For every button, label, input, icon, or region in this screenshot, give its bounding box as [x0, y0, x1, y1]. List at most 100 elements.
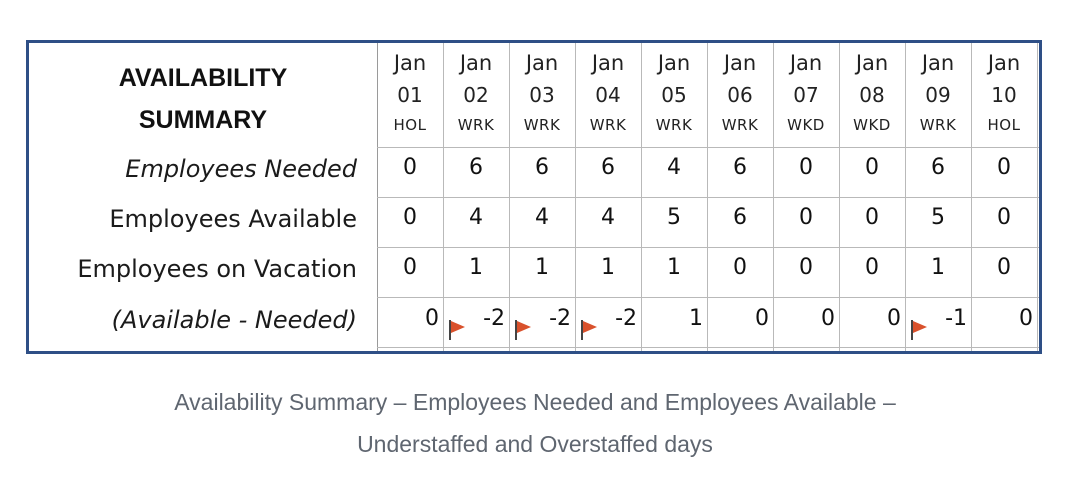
cell-value: -2 — [549, 306, 571, 331]
cell-difference: -2 — [575, 306, 641, 340]
cell-vacation: 1 — [905, 255, 971, 280]
cell-value: 1 — [469, 255, 483, 280]
date-header-day: 05 — [661, 83, 687, 107]
red-flag-icon — [515, 320, 531, 340]
cell-value: 0 — [799, 205, 813, 230]
cell-value: 1 — [931, 255, 945, 280]
cell-value: 6 — [469, 155, 483, 180]
red-flag-icon — [911, 320, 927, 340]
cell-vacation: 1 — [443, 255, 509, 280]
date-header-month: Jan — [987, 51, 1021, 75]
cell-value: 0 — [799, 255, 813, 280]
cell-value: 0 — [865, 155, 879, 180]
cell-value: 0 — [865, 205, 879, 230]
flag-pole — [515, 320, 517, 340]
cell-value: 1 — [667, 255, 681, 280]
cell-value: 0 — [821, 306, 835, 331]
cell-vacation: 1 — [509, 255, 575, 280]
date-header-day: 03 — [529, 83, 555, 107]
date-column-header: Jan 05 WRK — [641, 47, 707, 139]
cell-value: 4 — [601, 205, 615, 230]
date-header-day: 08 — [859, 83, 885, 107]
cell-value: 0 — [997, 255, 1011, 280]
cell-value: 0 — [799, 155, 813, 180]
row-label-employees-needed: Employees Needed — [125, 155, 357, 183]
date-column-header: Jan 10 HOL — [971, 47, 1037, 139]
date-column-header: Jan 04 WRK — [575, 47, 641, 139]
cell-available: 0 — [971, 205, 1037, 230]
red-flag-icon — [581, 320, 597, 340]
availability-summary-table: AVAILABILITY SUMMARY Employees Needed Em… — [26, 40, 1042, 354]
cell-difference: 0 — [971, 306, 1037, 331]
cell-value: 4 — [535, 205, 549, 230]
cell-difference: -2 — [443, 306, 509, 340]
cell-needed: 0 — [773, 155, 839, 180]
date-header-month: Jan — [723, 51, 757, 75]
cell-value: -1 — [945, 306, 967, 331]
cell-value: 0 — [403, 155, 417, 180]
date-column-header: Jan 08 WKD — [839, 47, 905, 139]
flag-cloth — [913, 321, 927, 333]
cell-vacation: 0 — [839, 255, 905, 280]
cell-value: 6 — [733, 155, 747, 180]
cell-value: 4 — [469, 205, 483, 230]
cell-difference: -1 — [905, 306, 971, 340]
cell-value: -2 — [483, 306, 505, 331]
cell-vacation: 0 — [707, 255, 773, 280]
cell-needed: 0 — [971, 155, 1037, 180]
figure-caption-line-1: Availability Summary – Employees Needed … — [174, 389, 896, 415]
date-header-month: Jan — [657, 51, 691, 75]
cell-available: 4 — [509, 205, 575, 230]
grid-line-horizontal — [377, 347, 1039, 348]
cell-value: 0 — [997, 155, 1011, 180]
red-flag-icon — [449, 320, 465, 340]
cell-value: 6 — [733, 205, 747, 230]
cell-vacation: 0 — [377, 255, 443, 280]
date-header-month: Jan — [525, 51, 559, 75]
date-header-day: 07 — [793, 83, 819, 107]
grid-line-horizontal — [377, 247, 1039, 248]
date-header-month: Jan — [591, 51, 625, 75]
cell-difference: 0 — [773, 306, 839, 331]
table-title-line-1: AVAILABILITY — [118, 64, 288, 92]
cell-needed: 6 — [905, 155, 971, 180]
cell-vacation: 1 — [641, 255, 707, 280]
date-header-type: WRK — [589, 116, 627, 134]
cell-needed: 6 — [707, 155, 773, 180]
cell-difference: 0 — [707, 306, 773, 331]
date-header-type: WRK — [919, 116, 957, 134]
cell-needed: 6 — [509, 155, 575, 180]
date-column-header: Jan 01 HOL — [377, 47, 443, 139]
cell-needed: 6 — [575, 155, 641, 180]
figure-caption-line-2: Understaffed and Overstaffed days — [357, 431, 713, 457]
flag-cloth — [583, 321, 597, 333]
cell-value: 1 — [601, 255, 615, 280]
grid-line-horizontal — [377, 297, 1039, 298]
table-title: AVAILABILITY SUMMARY — [29, 57, 377, 141]
cell-available: 4 — [575, 205, 641, 230]
date-header-type: WRK — [457, 116, 495, 134]
cell-available: 0 — [377, 205, 443, 230]
date-header-month: Jan — [393, 51, 427, 75]
date-column-header: Jan 07 WKD — [773, 47, 839, 139]
date-header-type: WKD — [787, 116, 825, 134]
cell-needed: 6 — [443, 155, 509, 180]
cell-value: 4 — [667, 155, 681, 180]
grid-line-horizontal — [377, 147, 1039, 148]
date-header-type: WRK — [523, 116, 561, 134]
grid-line-horizontal — [377, 197, 1039, 198]
cell-value: -2 — [615, 306, 637, 331]
cell-vacation: 0 — [971, 255, 1037, 280]
cell-value: 0 — [733, 255, 747, 280]
cell-available: 6 — [707, 205, 773, 230]
cell-value: 5 — [931, 205, 945, 230]
flag-cloth — [451, 321, 465, 333]
date-header-type: HOL — [987, 116, 1021, 134]
cell-value: 1 — [689, 306, 703, 331]
cell-value: 0 — [755, 306, 769, 331]
date-header-day: 09 — [925, 83, 951, 107]
row-label-employees-available: Employees Available — [109, 205, 357, 233]
cell-value: 0 — [865, 255, 879, 280]
date-header-day: 10 — [991, 83, 1017, 107]
date-header-type: WKD — [853, 116, 891, 134]
